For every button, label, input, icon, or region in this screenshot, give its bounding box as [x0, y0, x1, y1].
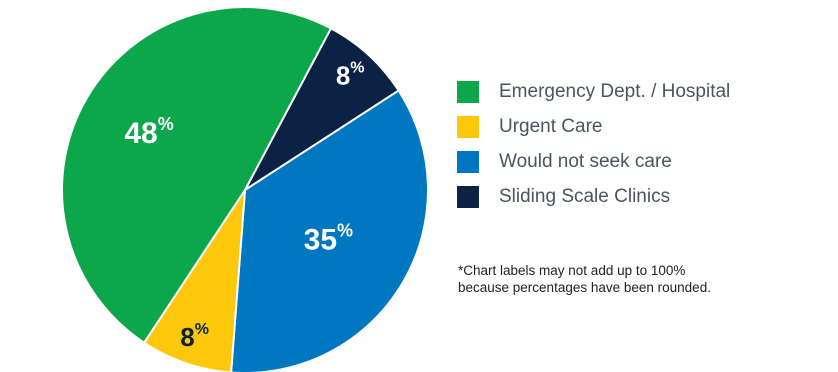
legend-swatch-would-not-seek	[457, 150, 479, 173]
legend-label-would-not-seek: Would not seek care	[499, 150, 672, 172]
pie-slice-urgent-care	[143, 189, 246, 372]
legend-item-emergency: Emergency Dept. / Hospital	[457, 74, 730, 109]
slice-percent-urgent-care: %	[195, 321, 209, 338]
chart-footnote: *Chart labels may not add up to 100% bec…	[458, 262, 711, 296]
slice-label-emergency: 48%	[124, 114, 173, 150]
slice-value-would-not-seek: 35	[304, 223, 337, 256]
slice-value-emergency: 48	[124, 116, 157, 149]
pie-slice-would-not-seek	[230, 89, 429, 372]
legend-label-urgent-care: Urgent Care	[499, 115, 603, 137]
pie-slice-sliding-scale	[244, 27, 400, 191]
legend: Emergency Dept. / Hospital Urgent Care W…	[457, 74, 730, 214]
legend-item-would-not-seek: Would not seek care	[457, 144, 730, 179]
slice-label-urgent-care: 8%	[180, 321, 209, 353]
slice-label-would-not-seek: 35%	[304, 221, 353, 257]
slice-percent-would-not-seek: %	[337, 221, 353, 241]
legend-swatch-urgent-care	[457, 115, 479, 138]
legend-item-sliding-scale: Sliding Scale Clinics	[457, 179, 730, 214]
footnote-line-2: because percentages have been rounded.	[458, 280, 711, 295]
legend-item-urgent-care: Urgent Care	[457, 109, 730, 144]
legend-swatch-sliding-scale	[457, 185, 479, 208]
slice-percent-emergency: %	[158, 114, 174, 134]
slice-value-urgent-care: 8	[180, 322, 194, 352]
legend-swatch-emergency	[457, 80, 479, 103]
footnote-line-1: *Chart labels may not add up to 100%	[458, 263, 686, 278]
legend-label-sliding-scale: Sliding Scale Clinics	[499, 185, 671, 207]
pie-slice-emergency	[61, 6, 332, 344]
slice-label-sliding-scale: 8%	[336, 59, 365, 91]
slice-value-sliding-scale: 8	[336, 60, 350, 90]
slice-percent-sliding-scale: %	[350, 59, 364, 76]
legend-label-emergency: Emergency Dept. / Hospital	[499, 80, 731, 102]
